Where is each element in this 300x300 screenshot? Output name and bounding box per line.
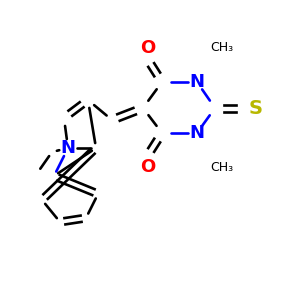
Text: CH₃: CH₃ (210, 161, 233, 174)
Text: N: N (61, 139, 76, 157)
Text: N: N (190, 73, 205, 91)
Text: N: N (190, 124, 205, 142)
Text: S: S (249, 98, 263, 118)
Text: O: O (140, 39, 156, 57)
Text: CH₃: CH₃ (210, 41, 233, 54)
Text: O: O (140, 158, 156, 176)
